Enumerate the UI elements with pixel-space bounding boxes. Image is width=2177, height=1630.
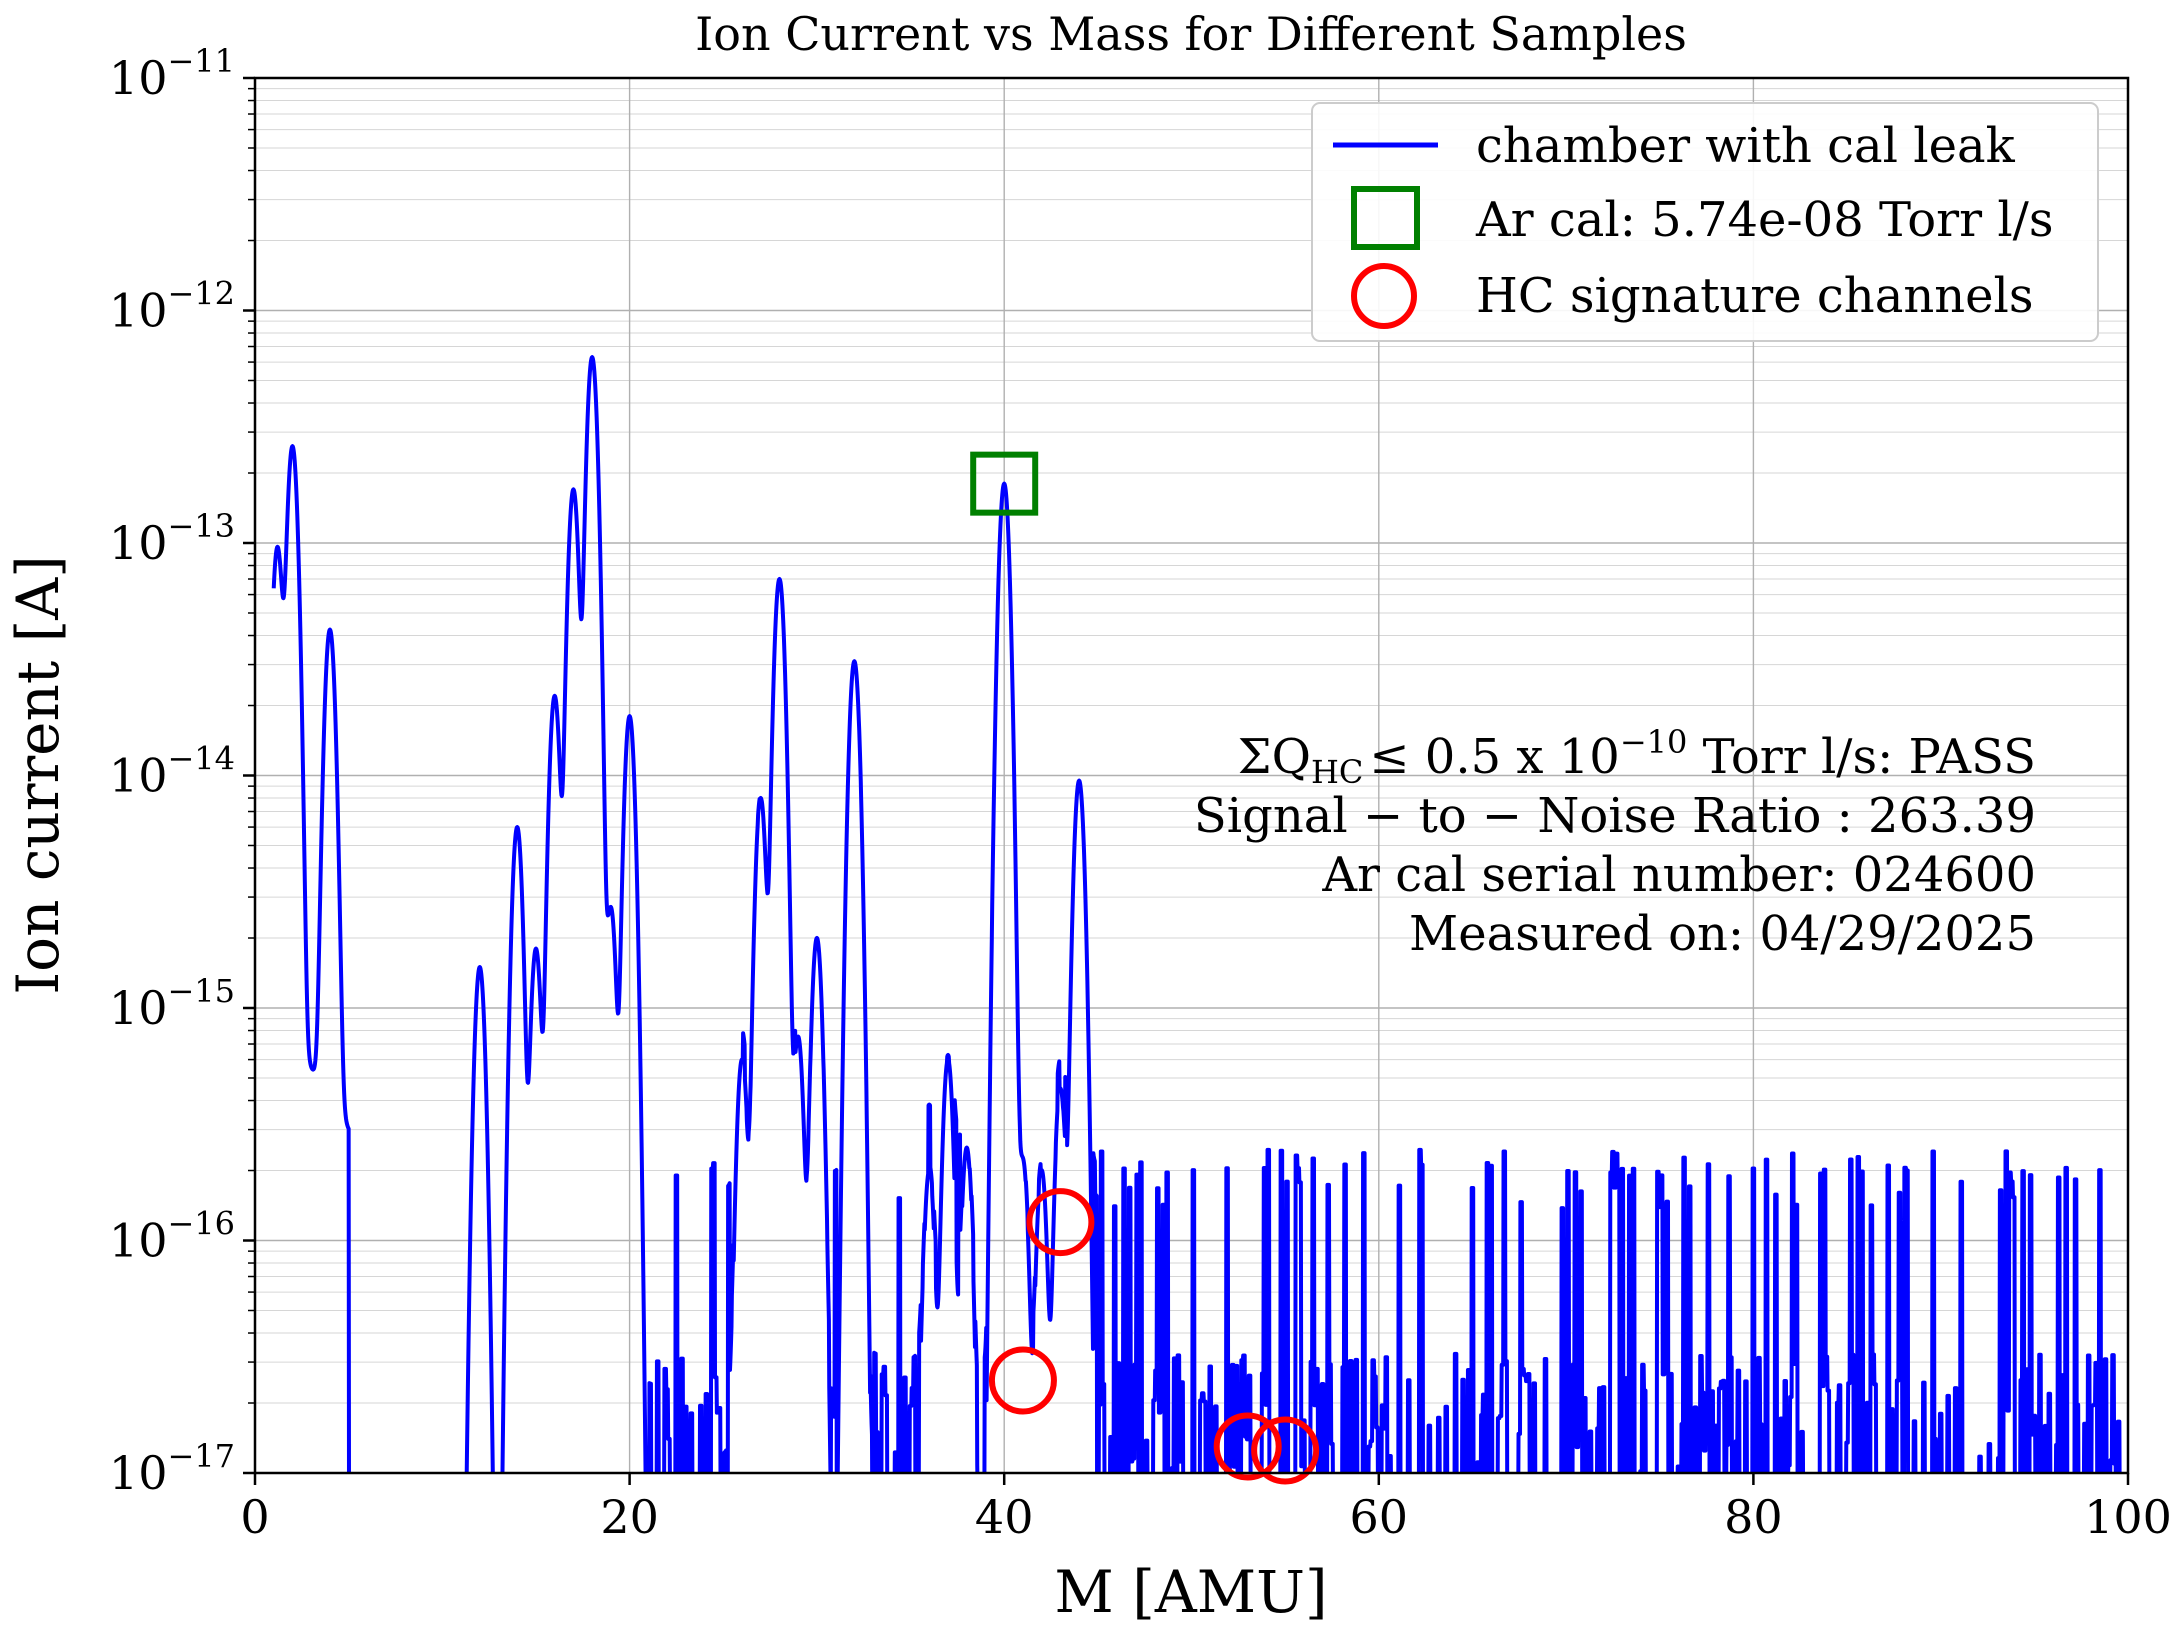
x-tick-label: 40 bbox=[975, 1490, 1034, 1544]
hc-signature-marker bbox=[988, 1346, 1057, 1415]
series-layer bbox=[271, 355, 2122, 1473]
x-axis-label: M [AMU] bbox=[1054, 1558, 1327, 1626]
hc-signature-marker bbox=[1213, 1412, 1282, 1481]
annotation-line-2: Signal − to − Noise Ratio : 263.39 bbox=[1194, 788, 2036, 844]
chart-title: Ion Current vs Mass for Different Sample… bbox=[695, 7, 1687, 61]
x-tick-label: 20 bbox=[600, 1490, 659, 1544]
y-tick-label: 10−11 bbox=[109, 42, 235, 105]
x-tick-label: 100 bbox=[2084, 1490, 2172, 1544]
y-axis-label: Ion current [A] bbox=[4, 555, 72, 994]
y-axis-ticks: 10−11 10−12 10−13 10−14 10−15 10−16 10−17 bbox=[109, 42, 255, 1500]
y-tick-label: 10−17 bbox=[109, 1437, 235, 1500]
x-tick-label: 0 bbox=[240, 1490, 269, 1544]
y-tick-label: 10−12 bbox=[109, 275, 235, 338]
y-tick-label: 10−13 bbox=[109, 507, 235, 570]
annotation-block: ΣQHC ≤ 0.5 x 10−10 Torr l/s: PASS Signal … bbox=[1194, 723, 2036, 962]
annotation-line-1: ΣQHC ≤ 0.5 x 10−10 Torr l/s: PASS bbox=[1238, 723, 2036, 791]
legend-label-series: chamber with cal leak bbox=[1476, 118, 2016, 174]
annotation-line-4: Measured on: 04/29/2025 bbox=[1409, 906, 2036, 962]
legend-label-ar-cal: Ar cal: 5.74e-08 Torr l/s bbox=[1475, 192, 2053, 248]
y-tick-label: 10−16 bbox=[109, 1205, 235, 1268]
legend-box bbox=[1311, 102, 2099, 342]
legend-circle-swatch bbox=[1351, 263, 1417, 329]
annotation-sub: HC bbox=[1311, 753, 1363, 791]
marker-layer bbox=[970, 451, 1320, 1485]
ar-cal-marker bbox=[970, 451, 1039, 516]
annotation-line-3: Ar cal serial number: 024600 bbox=[1321, 847, 2036, 903]
hc-signature-marker bbox=[1026, 1188, 1095, 1257]
legend-label-hc: HC signature channels bbox=[1476, 268, 2034, 324]
annotation-end: Torr l/s: PASS bbox=[1687, 729, 2036, 785]
series-line-chamber-with-cal-leak bbox=[271, 355, 2122, 1473]
x-tick-label: 80 bbox=[1724, 1490, 1783, 1544]
hc-signature-marker bbox=[1251, 1416, 1320, 1485]
annotation-sup: −10 bbox=[1620, 723, 1688, 761]
y-tick-label: 10−14 bbox=[109, 740, 235, 803]
legend: chamber with cal leak Ar cal: 5.74e-08 T… bbox=[1311, 102, 2099, 342]
x-axis-ticks: 0 20 40 60 80 100 bbox=[240, 1473, 2172, 1544]
x-tick-label: 60 bbox=[1350, 1490, 1409, 1544]
legend-square-swatch bbox=[1351, 186, 1420, 250]
annotation-mid: ≤ 0.5 x 10 bbox=[1369, 729, 1619, 785]
y-tick-label: 10−15 bbox=[109, 972, 235, 1035]
annotation-sigma: ΣQ bbox=[1238, 729, 1311, 785]
